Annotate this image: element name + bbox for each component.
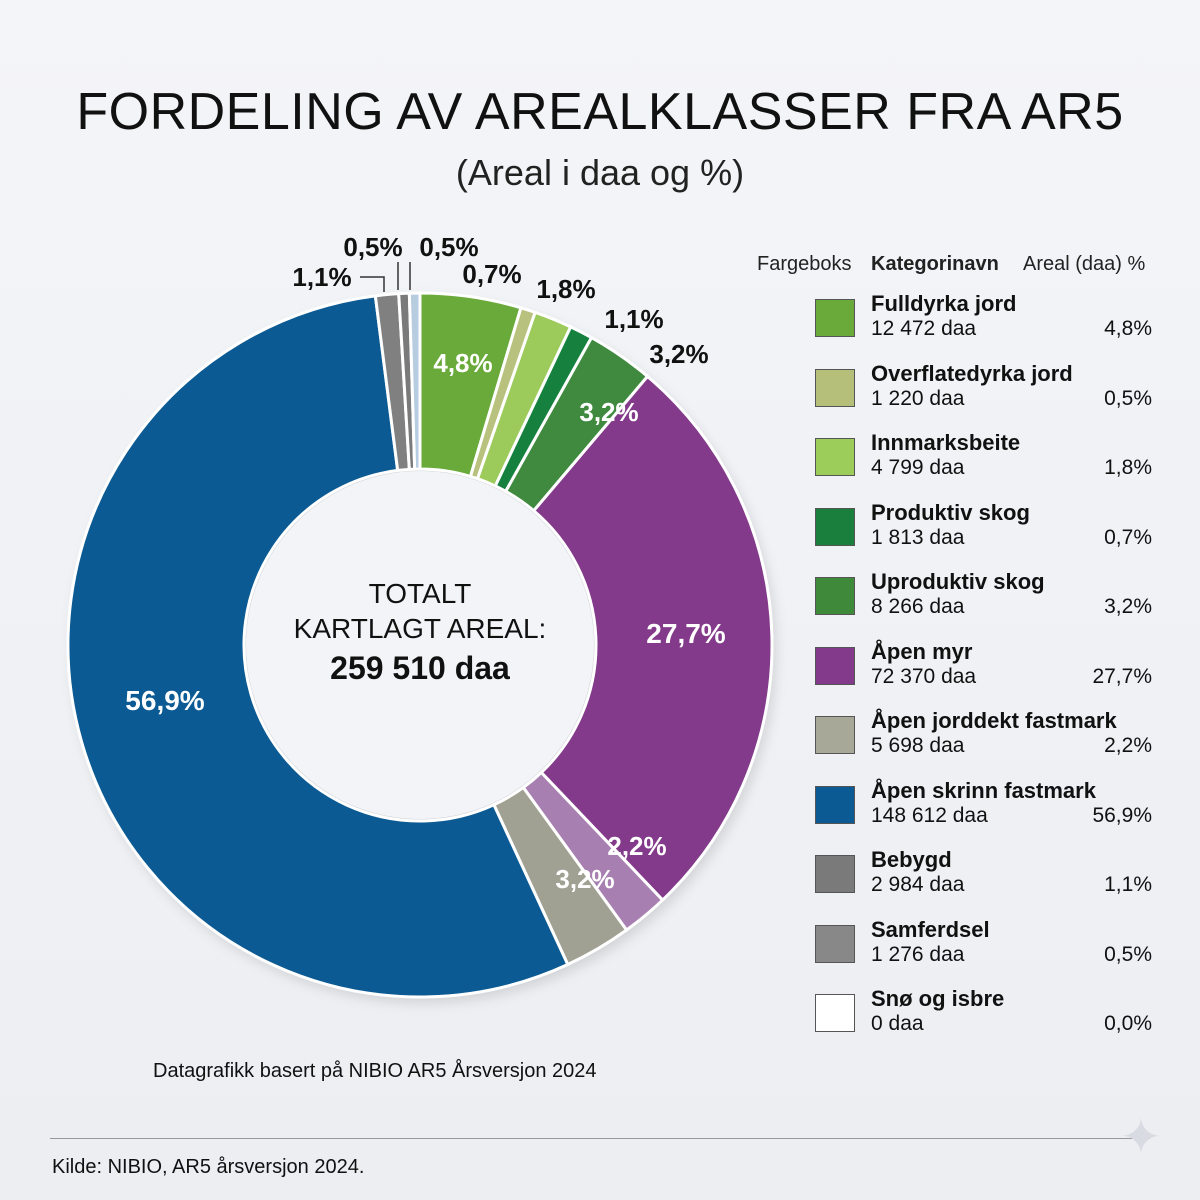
legend-name: Uproduktiv skog [871, 569, 1045, 594]
chart-subtitle: (Areal i daa og %) [455, 152, 745, 193]
legend-area: 12 472 daa [871, 317, 977, 340]
legend-area: 0 daa [871, 1012, 924, 1035]
donut-slice-5 [531, 374, 774, 903]
slice-label-9: 1,1% [292, 262, 351, 292]
legend-area: 8 266 daa [871, 595, 965, 618]
legend-name: Produktiv skog [871, 499, 1030, 525]
legend-name: Samferdsel [871, 916, 990, 942]
legend-header-swatch: Fargeboks [757, 253, 852, 275]
legend-swatch [815, 438, 855, 476]
legend-swatch [815, 716, 855, 754]
legend-item: Overflatedyrka jord 1 220 daa 0,5% [815, 361, 1155, 431]
legend-swatch [815, 994, 855, 1032]
slice-label-10: 0,5% [343, 232, 402, 262]
slice-label-2: 1,8% [536, 274, 595, 304]
legend-pct: 2,2% [1104, 734, 1152, 757]
legend-name: Overflatedyrka jord [871, 360, 1073, 386]
legend-area: 2 984 daa [871, 873, 965, 896]
legend-name: Fulldyrka jord [871, 291, 1017, 316]
legend-area: 1 220 daa [871, 386, 965, 410]
legend-swatch [815, 507, 855, 546]
legend-swatch [815, 924, 855, 963]
slice-label-6: 2,2% [607, 831, 666, 861]
center-label-line1: TOTALT [368, 578, 472, 609]
center-label-line2: KARTLAGT AREAL: [293, 613, 547, 644]
legend-pct: 27,7% [1092, 664, 1152, 688]
slice-label-11: 0,5% [419, 232, 478, 262]
legend-pct: 1,1% [1104, 873, 1152, 896]
donut-slice-8 [66, 294, 570, 999]
legend-name: Snø og isbre [871, 986, 1005, 1011]
legend-swatch [815, 646, 855, 685]
legend-item: Fulldyrka jord 12 472 daa 4,8% [815, 291, 1155, 361]
legend-name: Bebygd [871, 847, 952, 872]
chart-title: FORDELING AV AREALKLASSER FRA AR5 [76, 83, 1124, 141]
donut-hole [246, 471, 594, 819]
legend-pct: 0,5% [1104, 942, 1152, 966]
legend-item: Innmarksbeite 4 799 daa 1,8% [815, 430, 1155, 500]
slice-label-7: 3,2% [555, 864, 614, 894]
slice-label-0: 4,8% [433, 348, 492, 378]
legend-item: Uproduktiv skog 8 266 daa 3,2% [815, 569, 1155, 639]
legend-header-area: Areal (daa) % [1023, 253, 1146, 275]
sparkle-icon: ✦ [1120, 1109, 1162, 1165]
slice-label-1: 0,7% [462, 259, 521, 289]
slice-label-5: 27,7% [646, 618, 725, 649]
legend-name: Åpen skrinn fastmark [871, 777, 1096, 803]
donut-slice-11 [407, 291, 422, 471]
legend-area: 148 612 daa [871, 803, 988, 827]
legend-swatch [815, 855, 855, 893]
legend-swatch [815, 785, 855, 824]
legend-item: Samferdsel 1 276 daa 0,5% [815, 917, 1155, 987]
legend-pct: 0,0% [1104, 1012, 1152, 1035]
legend-pct: 3,2% [1104, 595, 1152, 618]
source-note: Kilde: NIBIO, AR5 årsversjon 2024. [52, 1156, 365, 1178]
legend-item: Åpen myr 72 370 daa 27,7% [815, 639, 1155, 709]
legend-area: 1 276 daa [871, 942, 965, 966]
legend-item: Åpen skrinn fastmark 148 612 daa 56,9% [815, 778, 1155, 848]
legend-name: Åpen jorddekt fastmark [871, 708, 1117, 733]
legend-pct: 1,8% [1104, 456, 1152, 479]
legend-header-name: Kategorinavn [871, 253, 999, 275]
legend-pct: 4,8% [1104, 317, 1152, 340]
legend-swatch [815, 368, 855, 407]
center-total-value: 259 510 daa [330, 650, 510, 686]
legend-item: Åpen jorddekt fastmark 5 698 daa 2,2% [815, 708, 1155, 778]
slice-label-3: 1,1% [604, 304, 663, 334]
legend-pct: 0,7% [1104, 525, 1152, 549]
legend-item: Snø og isbre 0 daa 0,0% [815, 986, 1155, 1056]
divider [50, 1138, 1150, 1139]
legend-area: 72 370 daa [871, 664, 977, 688]
legend-pct: 0,5% [1104, 386, 1152, 410]
slice-label-8: 56,9% [125, 685, 204, 716]
slice-label-4: 3,2% [579, 397, 638, 427]
legend-area: 5 698 daa [871, 734, 965, 757]
legend-swatch [815, 577, 855, 615]
legend-area: 1 813 daa [871, 525, 965, 549]
legend-name: Innmarksbeite [871, 430, 1021, 455]
legend-item: Bebygd 2 984 daa 1,1% [815, 847, 1155, 917]
legend-swatch [815, 299, 855, 337]
legend-pct: 56,9% [1092, 803, 1152, 827]
legend-area: 4 799 daa [871, 456, 965, 479]
legend-name: Åpen myr [871, 638, 973, 664]
leader-line-0 [360, 276, 385, 292]
footer-note: Datagrafikk basert på NIBIO AR5 Årsversj… [153, 1060, 597, 1082]
slice-outer-label-4: 3,2% [649, 339, 708, 369]
legend-item: Produktiv skog 1 813 daa 0,7% [815, 500, 1155, 570]
